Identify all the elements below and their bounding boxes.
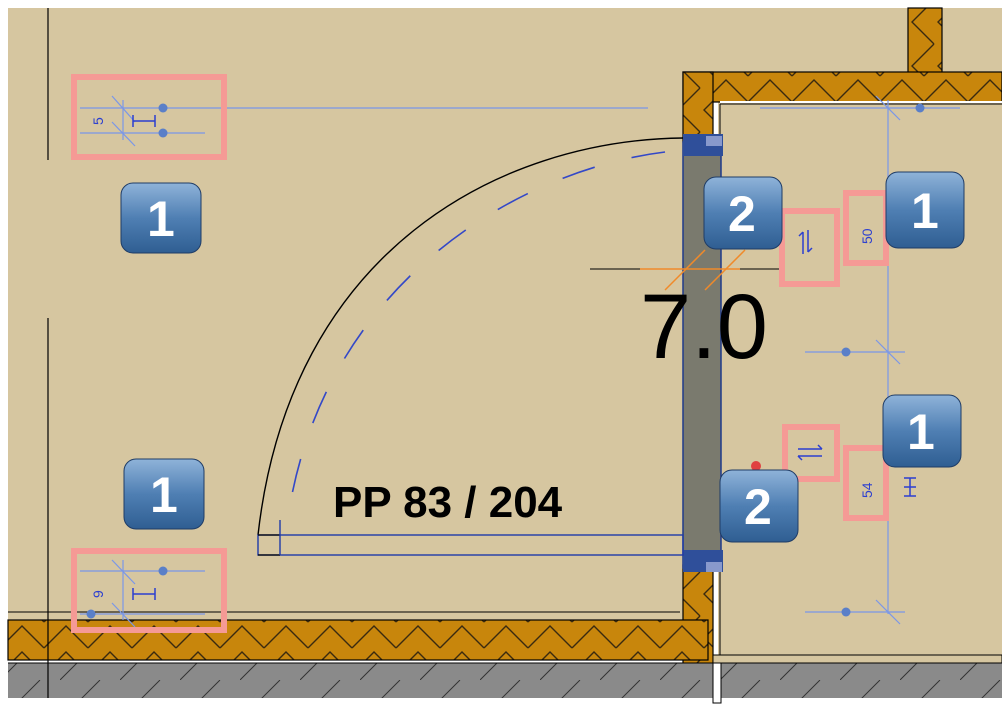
badge-right-upper: 1 bbox=[885, 171, 965, 249]
badge-right-lower: 1 bbox=[882, 394, 962, 468]
badge-right-upper-label: 1 bbox=[911, 183, 939, 239]
highlight-flip-lower bbox=[782, 424, 840, 482]
door-swing-arc bbox=[257, 137, 684, 536]
highlight-flip-upper bbox=[779, 208, 840, 287]
wall-bottom bbox=[7, 619, 709, 661]
wall-right-top bbox=[682, 71, 1002, 103]
badge-upper-left-label: 1 bbox=[147, 191, 175, 247]
flip-arrows-upper-icon[interactable] bbox=[798, 230, 813, 254]
dimension-bottom-left[interactable]: 9 bbox=[90, 590, 106, 598]
badge-door-upper: 2 bbox=[703, 176, 783, 250]
badge-door-upper-label: 2 bbox=[728, 186, 756, 242]
highlight-bottom-left bbox=[71, 548, 227, 633]
wall-right-left-upper bbox=[682, 71, 714, 143]
badge-lower-left: 1 bbox=[123, 458, 205, 530]
door-leaf bbox=[257, 534, 684, 556]
level-value: 7.0 bbox=[640, 276, 768, 378]
wall-stub-top bbox=[907, 7, 943, 75]
door-center-marker bbox=[590, 249, 780, 291]
door-tag: PP 83 / 204 bbox=[333, 478, 563, 527]
floor-area-right bbox=[718, 8, 1002, 663]
badge-right-lower-label: 1 bbox=[907, 404, 935, 460]
flip-arrows-lower-icon[interactable] bbox=[797, 444, 823, 461]
badge-door-lower: 2 bbox=[719, 469, 799, 543]
dimension-right-lower[interactable]: 54 bbox=[859, 482, 875, 498]
highlight-top-left bbox=[71, 74, 227, 160]
badge-lower-left-label: 1 bbox=[150, 467, 178, 523]
highlight-dim-54 bbox=[843, 445, 889, 521]
badge-door-lower-label: 2 bbox=[744, 479, 772, 535]
floor-area-left bbox=[8, 8, 688, 623]
badge-upper-left: 1 bbox=[120, 182, 202, 254]
dimension-right-upper[interactable]: 50 bbox=[859, 228, 875, 244]
dimension-top-left[interactable]: 5 bbox=[90, 117, 106, 125]
base-floor-strip bbox=[8, 663, 1002, 698]
